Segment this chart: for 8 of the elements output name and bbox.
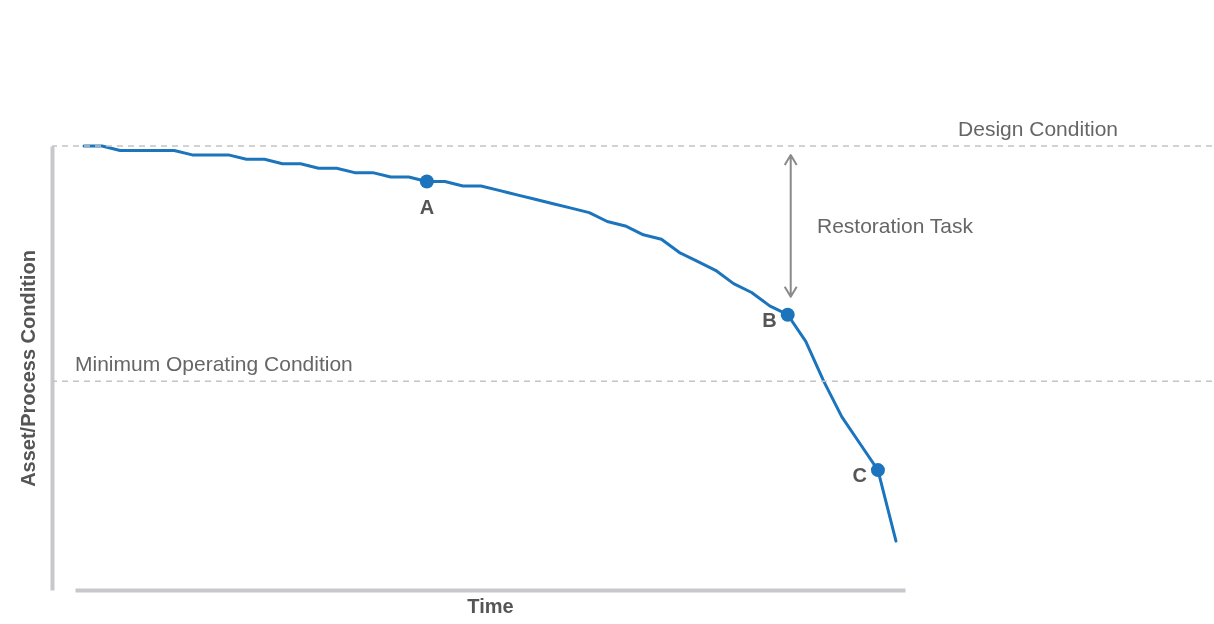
annotation: C bbox=[852, 464, 867, 487]
annotation: B bbox=[762, 308, 777, 331]
x-axis-title: Time bbox=[467, 594, 514, 617]
annotation: Restoration Task bbox=[817, 214, 974, 237]
ref-line-label: Minimum Operating Condition bbox=[75, 352, 353, 376]
ref-line-label: Design Condition bbox=[958, 117, 1118, 140]
y-axis-title: Asset/Process Condition bbox=[16, 250, 39, 487]
annotation: A bbox=[419, 195, 435, 218]
